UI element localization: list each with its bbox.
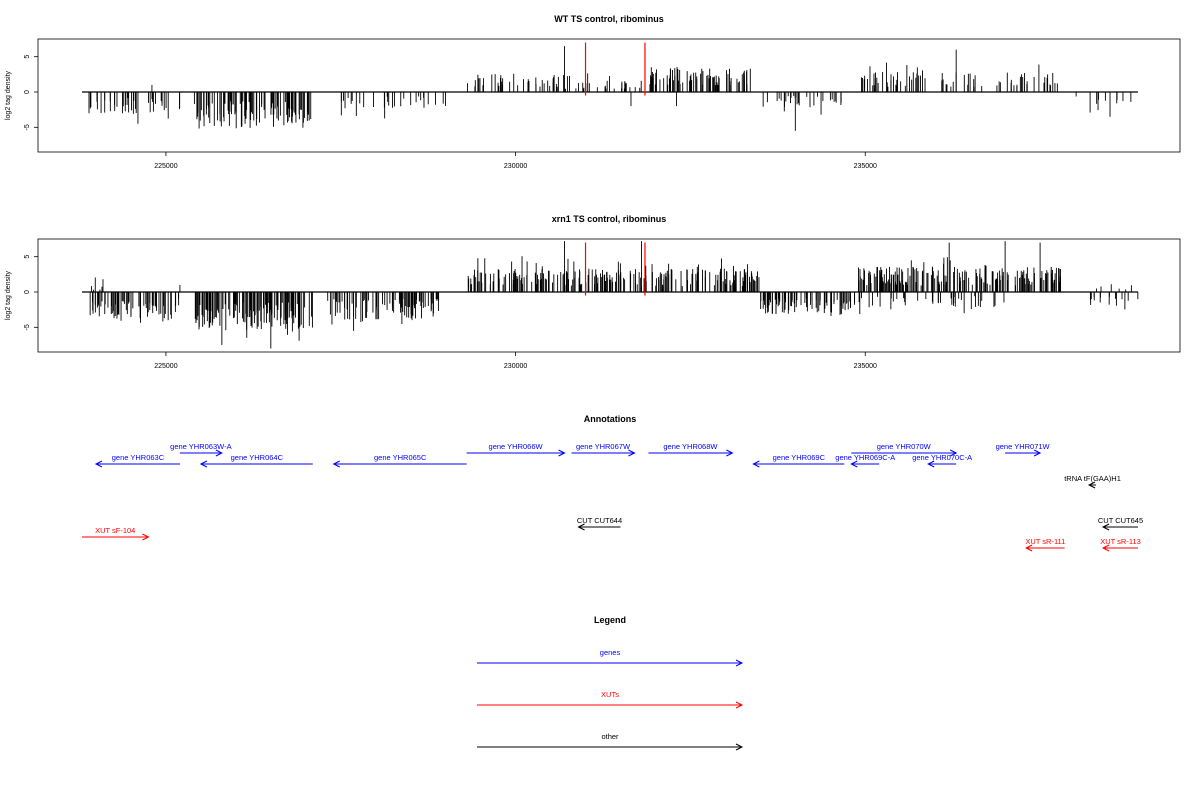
y-axis-label: log2 tag density xyxy=(5,70,12,120)
x-tick-label: 230000 xyxy=(504,363,527,370)
feature-arrowhead xyxy=(752,460,760,468)
legend-label: XUTs xyxy=(601,690,619,699)
annotation-feature: gene YHR070W xyxy=(851,442,958,457)
annotation-feature: gene YHR071W xyxy=(996,442,1051,457)
x-tick-label: 225000 xyxy=(154,363,177,370)
annotation-feature: XUT sR-113 xyxy=(1100,537,1141,552)
annotation-feature: CUT CUT644 xyxy=(577,516,622,531)
legend-label: other xyxy=(601,732,619,741)
plot-title: xrn1 TS control, ribominus xyxy=(552,214,667,224)
feature-label: gene YHR070C-A xyxy=(912,453,972,462)
plot-frame xyxy=(37,238,1181,353)
y-tick-label: -5 xyxy=(24,324,31,330)
legend-entry: XUTs xyxy=(477,690,744,709)
feature-label: XUT sR-113 xyxy=(1100,537,1141,546)
y-axis-label: log2 tag density xyxy=(5,270,12,320)
x-tick-label: 235000 xyxy=(854,163,877,170)
feature-arrowhead xyxy=(850,460,858,468)
plot-title: WT TS control, ribominus xyxy=(554,14,664,24)
x-tick-label: 235000 xyxy=(854,363,877,370)
feature-label: tRNA tF(GAA)H1 xyxy=(1064,474,1121,483)
feature-label: gene YHR065C xyxy=(374,453,427,462)
y-tick-label: -5 xyxy=(24,124,31,130)
annotation-feature: gene YHR064C xyxy=(199,453,313,468)
feature-arrowhead xyxy=(1101,523,1110,531)
wt-plot-panel: WT TS control, ribominus log2 tag density… xyxy=(5,14,1181,170)
feature-label: XUT sF-104 xyxy=(95,526,135,535)
legend-arrowhead xyxy=(735,743,744,751)
feature-label: CUT CUT645 xyxy=(1098,516,1143,525)
y-tick-label: 5 xyxy=(24,255,31,259)
annotation-feature: gene YHR063W-A xyxy=(170,442,232,457)
legend-arrowhead xyxy=(735,701,744,709)
annotation-feature: gene YHR069C-A xyxy=(835,453,895,468)
annotation-feature: gene YHR067W xyxy=(571,442,636,457)
feature-arrowhead xyxy=(1087,481,1096,489)
legend-title: Legend xyxy=(594,615,626,625)
y-tick-label: 5 xyxy=(24,55,31,59)
feature-arrowhead xyxy=(142,533,150,541)
feature-label: gene YHR069C xyxy=(773,453,826,462)
annotation-feature: gene YHR063C xyxy=(94,453,180,468)
feature-label: CUT CUT644 xyxy=(577,516,622,525)
legend-label: genes xyxy=(600,648,621,657)
annotation-feature: gene YHR065C xyxy=(332,453,467,468)
annotation-feature: gene YHR068W xyxy=(648,442,734,457)
feature-arrowhead xyxy=(1033,449,1042,457)
feature-arrowhead xyxy=(199,460,208,468)
x-tick-label: 230000 xyxy=(504,163,527,170)
legend-entry: genes xyxy=(477,648,744,667)
legend-entry: other xyxy=(477,732,744,751)
feature-arrowhead xyxy=(577,523,585,531)
feature-arrowhead xyxy=(726,449,734,457)
bar-series xyxy=(88,46,1132,131)
feature-label: XUT sR-111 xyxy=(1025,537,1065,546)
y-tick-label: 0 xyxy=(24,290,31,294)
annotation-feature: gene YHR070C-A xyxy=(912,453,972,468)
feature-label: gene YHR070W xyxy=(877,442,932,451)
legend: Legend genes XUTs other xyxy=(477,615,744,751)
feature-label: gene YHR068W xyxy=(663,442,718,451)
xrn1-plot-panel: xrn1 TS control, ribominus log2 tag densi… xyxy=(5,214,1181,370)
annotation-feature: gene YHR069C xyxy=(752,453,845,468)
bar-series xyxy=(89,241,1139,349)
feature-arrowhead xyxy=(949,449,958,457)
feature-label: gene YHR063W-A xyxy=(170,442,231,451)
feature-arrowhead xyxy=(1101,544,1110,552)
feature-label: gene YHR071W xyxy=(996,442,1051,451)
annotation-feature: gene YHR066W xyxy=(466,442,566,457)
feature-label: gene YHR067W xyxy=(576,442,631,451)
feature-arrowhead xyxy=(628,449,636,457)
annotation-feature: CUT CUT645 xyxy=(1098,516,1143,531)
x-tick-label: 225000 xyxy=(154,163,177,170)
feature-arrowhead xyxy=(558,449,566,457)
plot-frame xyxy=(37,38,1181,153)
annotation-feature: tRNA tF(GAA)H1 xyxy=(1064,474,1121,489)
annotation-feature: XUT sF-104 xyxy=(82,526,150,541)
feature-arrowhead xyxy=(1024,544,1033,552)
legend-arrowhead xyxy=(735,659,744,667)
feature-arrowhead xyxy=(927,460,935,468)
feature-label: gene YHR064C xyxy=(231,453,284,462)
feature-arrowhead xyxy=(332,460,340,468)
annotation-feature: XUT sR-111 xyxy=(1024,537,1065,552)
feature-arrowhead xyxy=(94,460,103,468)
annotation-title: Annotations xyxy=(584,414,637,424)
feature-label: gene YHR066W xyxy=(489,442,544,451)
y-tick-label: 0 xyxy=(24,90,31,94)
feature-label: gene YHR063C xyxy=(112,453,165,462)
feature-arrowhead xyxy=(215,449,223,457)
feature-label: gene YHR069C-A xyxy=(835,453,895,462)
